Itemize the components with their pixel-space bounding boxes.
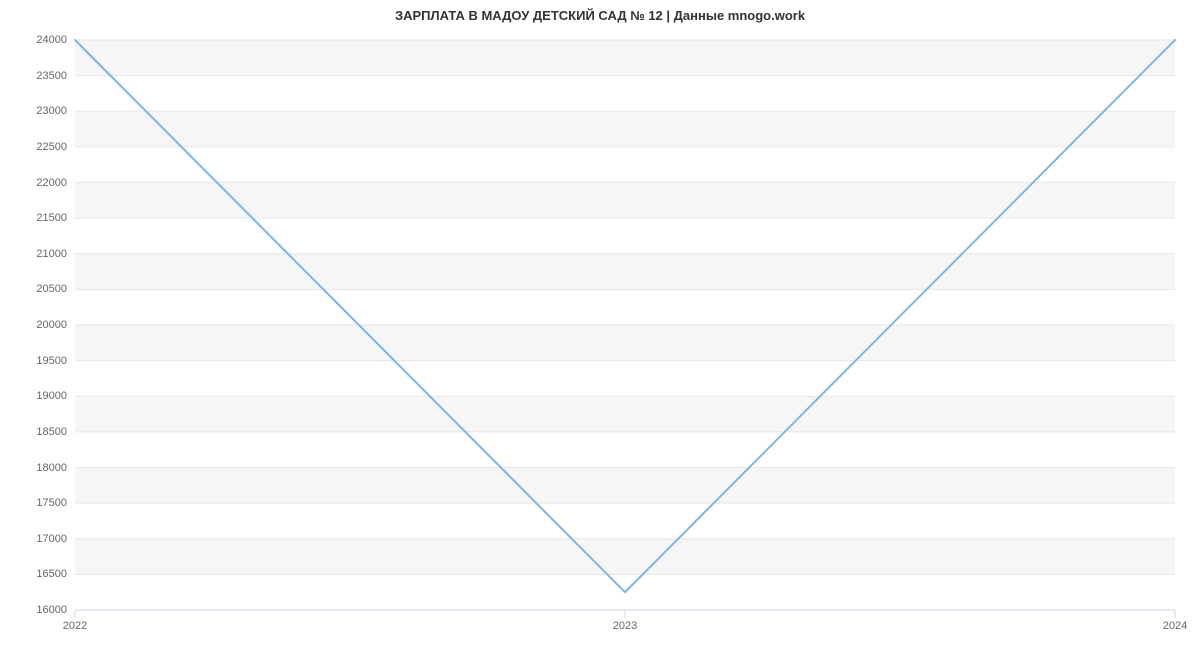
y-tick-label: 17500: [0, 497, 67, 509]
y-tick-label: 18000: [0, 462, 67, 474]
x-tick-label: 2022: [63, 620, 87, 632]
y-tick-label: 20000: [0, 319, 67, 331]
y-tick-label: 21000: [0, 248, 67, 260]
y-tick-label: 21500: [0, 212, 67, 224]
y-tick-label: 22500: [0, 141, 67, 153]
y-tick-label: 19500: [0, 355, 67, 367]
y-tick-label: 22000: [0, 177, 67, 189]
y-tick-label: 16500: [0, 568, 67, 580]
y-tick-label: 20500: [0, 283, 67, 295]
y-tick-label: 23500: [0, 70, 67, 82]
y-tick-label: 24000: [0, 34, 67, 46]
y-tick-label: 19000: [0, 390, 67, 402]
x-tick-label: 2023: [613, 620, 637, 632]
y-tick-label: 16000: [0, 604, 67, 616]
y-tick-label: 18500: [0, 426, 67, 438]
y-tick-label: 17000: [0, 533, 67, 545]
x-tick-label: 2024: [1163, 620, 1187, 632]
chart-title: ЗАРПЛАТА В МАДОУ ДЕТСКИЙ САД № 12 | Данн…: [0, 8, 1200, 23]
salary-chart: ЗАРПЛАТА В МАДОУ ДЕТСКИЙ САД № 12 | Данн…: [0, 0, 1200, 650]
plot-area: [75, 40, 1175, 610]
y-tick-label: 23000: [0, 105, 67, 117]
